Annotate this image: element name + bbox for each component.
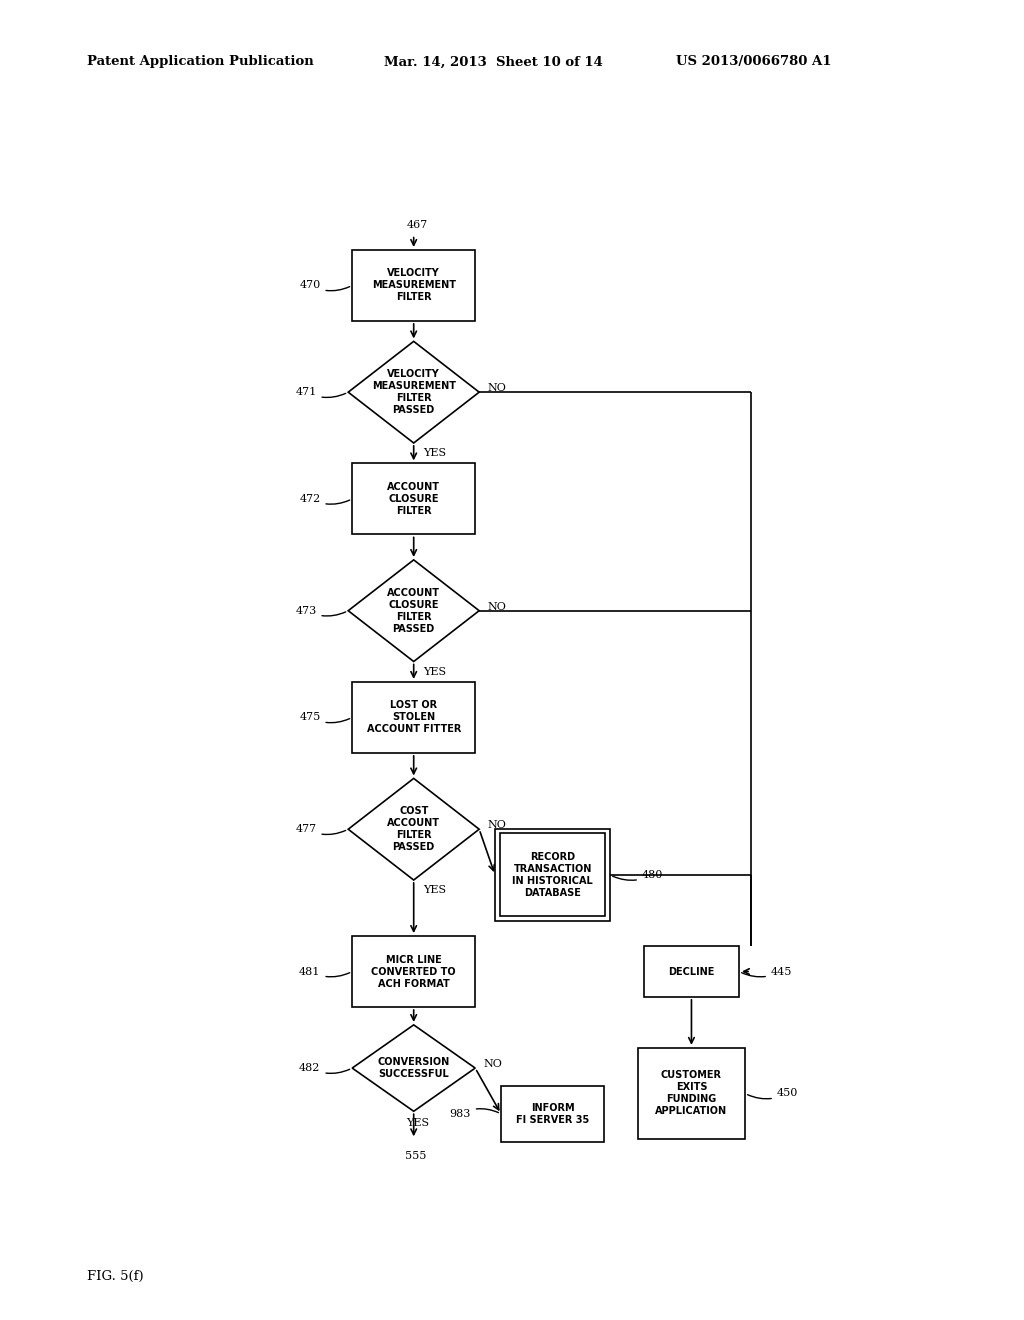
Text: Patent Application Publication: Patent Application Publication	[87, 55, 313, 69]
Text: INFORM
FI SERVER 35: INFORM FI SERVER 35	[516, 1102, 589, 1125]
Text: CUSTOMER
EXITS
FUNDING
APPLICATION: CUSTOMER EXITS FUNDING APPLICATION	[655, 1071, 727, 1117]
Text: NO: NO	[487, 383, 506, 393]
Text: YES: YES	[423, 886, 446, 895]
Text: 450: 450	[748, 1089, 798, 1098]
Text: MICR LINE
CONVERTED TO
ACH FORMAT: MICR LINE CONVERTED TO ACH FORMAT	[372, 954, 456, 989]
Bar	[352, 249, 475, 321]
Text: 555: 555	[406, 1151, 427, 1162]
Text: VELOCITY
MEASUREMENT
FILTER
PASSED: VELOCITY MEASUREMENT FILTER PASSED	[372, 370, 456, 416]
Bar	[352, 682, 475, 752]
Text: FIG. 5(f): FIG. 5(f)	[87, 1270, 143, 1283]
Text: CONVERSION
SUCCESSFUL: CONVERSION SUCCESSFUL	[378, 1057, 450, 1078]
Text: 477: 477	[295, 824, 346, 834]
Text: US 2013/0066780 A1: US 2013/0066780 A1	[676, 55, 831, 69]
Polygon shape	[348, 342, 479, 444]
Text: ACCOUNT
CLOSURE
FILTER
PASSED: ACCOUNT CLOSURE FILTER PASSED	[387, 587, 440, 634]
Text: Mar. 14, 2013  Sheet 10 of 14: Mar. 14, 2013 Sheet 10 of 14	[384, 55, 603, 69]
Bar	[352, 463, 475, 535]
Text: 482: 482	[299, 1063, 349, 1073]
Text: YES: YES	[423, 667, 446, 677]
Text: NO: NO	[487, 602, 506, 611]
Text: VELOCITY
MEASUREMENT
FILTER: VELOCITY MEASUREMENT FILTER	[372, 268, 456, 302]
Text: 470: 470	[299, 280, 349, 290]
Bar	[352, 936, 475, 1007]
Bar	[638, 1048, 745, 1139]
Text: 983: 983	[450, 1109, 499, 1119]
Polygon shape	[352, 1024, 475, 1111]
Text: ACCOUNT
CLOSURE
FILTER: ACCOUNT CLOSURE FILTER	[387, 482, 440, 516]
Text: NO: NO	[483, 1059, 502, 1069]
Text: YES: YES	[407, 1118, 429, 1129]
Text: 445: 445	[741, 966, 793, 977]
Bar	[495, 829, 610, 921]
Text: 480: 480	[612, 870, 664, 880]
Text: 467: 467	[407, 219, 428, 230]
Text: 481: 481	[299, 966, 349, 977]
Polygon shape	[348, 779, 479, 880]
Text: YES: YES	[423, 447, 446, 458]
Polygon shape	[348, 560, 479, 661]
Bar	[501, 1086, 604, 1142]
Text: 471: 471	[295, 387, 346, 397]
Bar	[500, 833, 605, 916]
Text: RECORD
TRANSACTION
IN HISTORICAL
DATABASE: RECORD TRANSACTION IN HISTORICAL DATABAS…	[512, 851, 593, 898]
Text: LOST OR
STOLEN
ACCOUNT FITTER: LOST OR STOLEN ACCOUNT FITTER	[367, 701, 461, 734]
Text: 473: 473	[295, 606, 346, 616]
Text: DECLINE: DECLINE	[669, 966, 715, 977]
Text: 475: 475	[299, 713, 349, 723]
Bar	[644, 946, 739, 997]
Text: COST
ACCOUNT
FILTER
PASSED: COST ACCOUNT FILTER PASSED	[387, 807, 440, 853]
Text: 472: 472	[299, 494, 349, 504]
Text: NO: NO	[487, 820, 506, 830]
